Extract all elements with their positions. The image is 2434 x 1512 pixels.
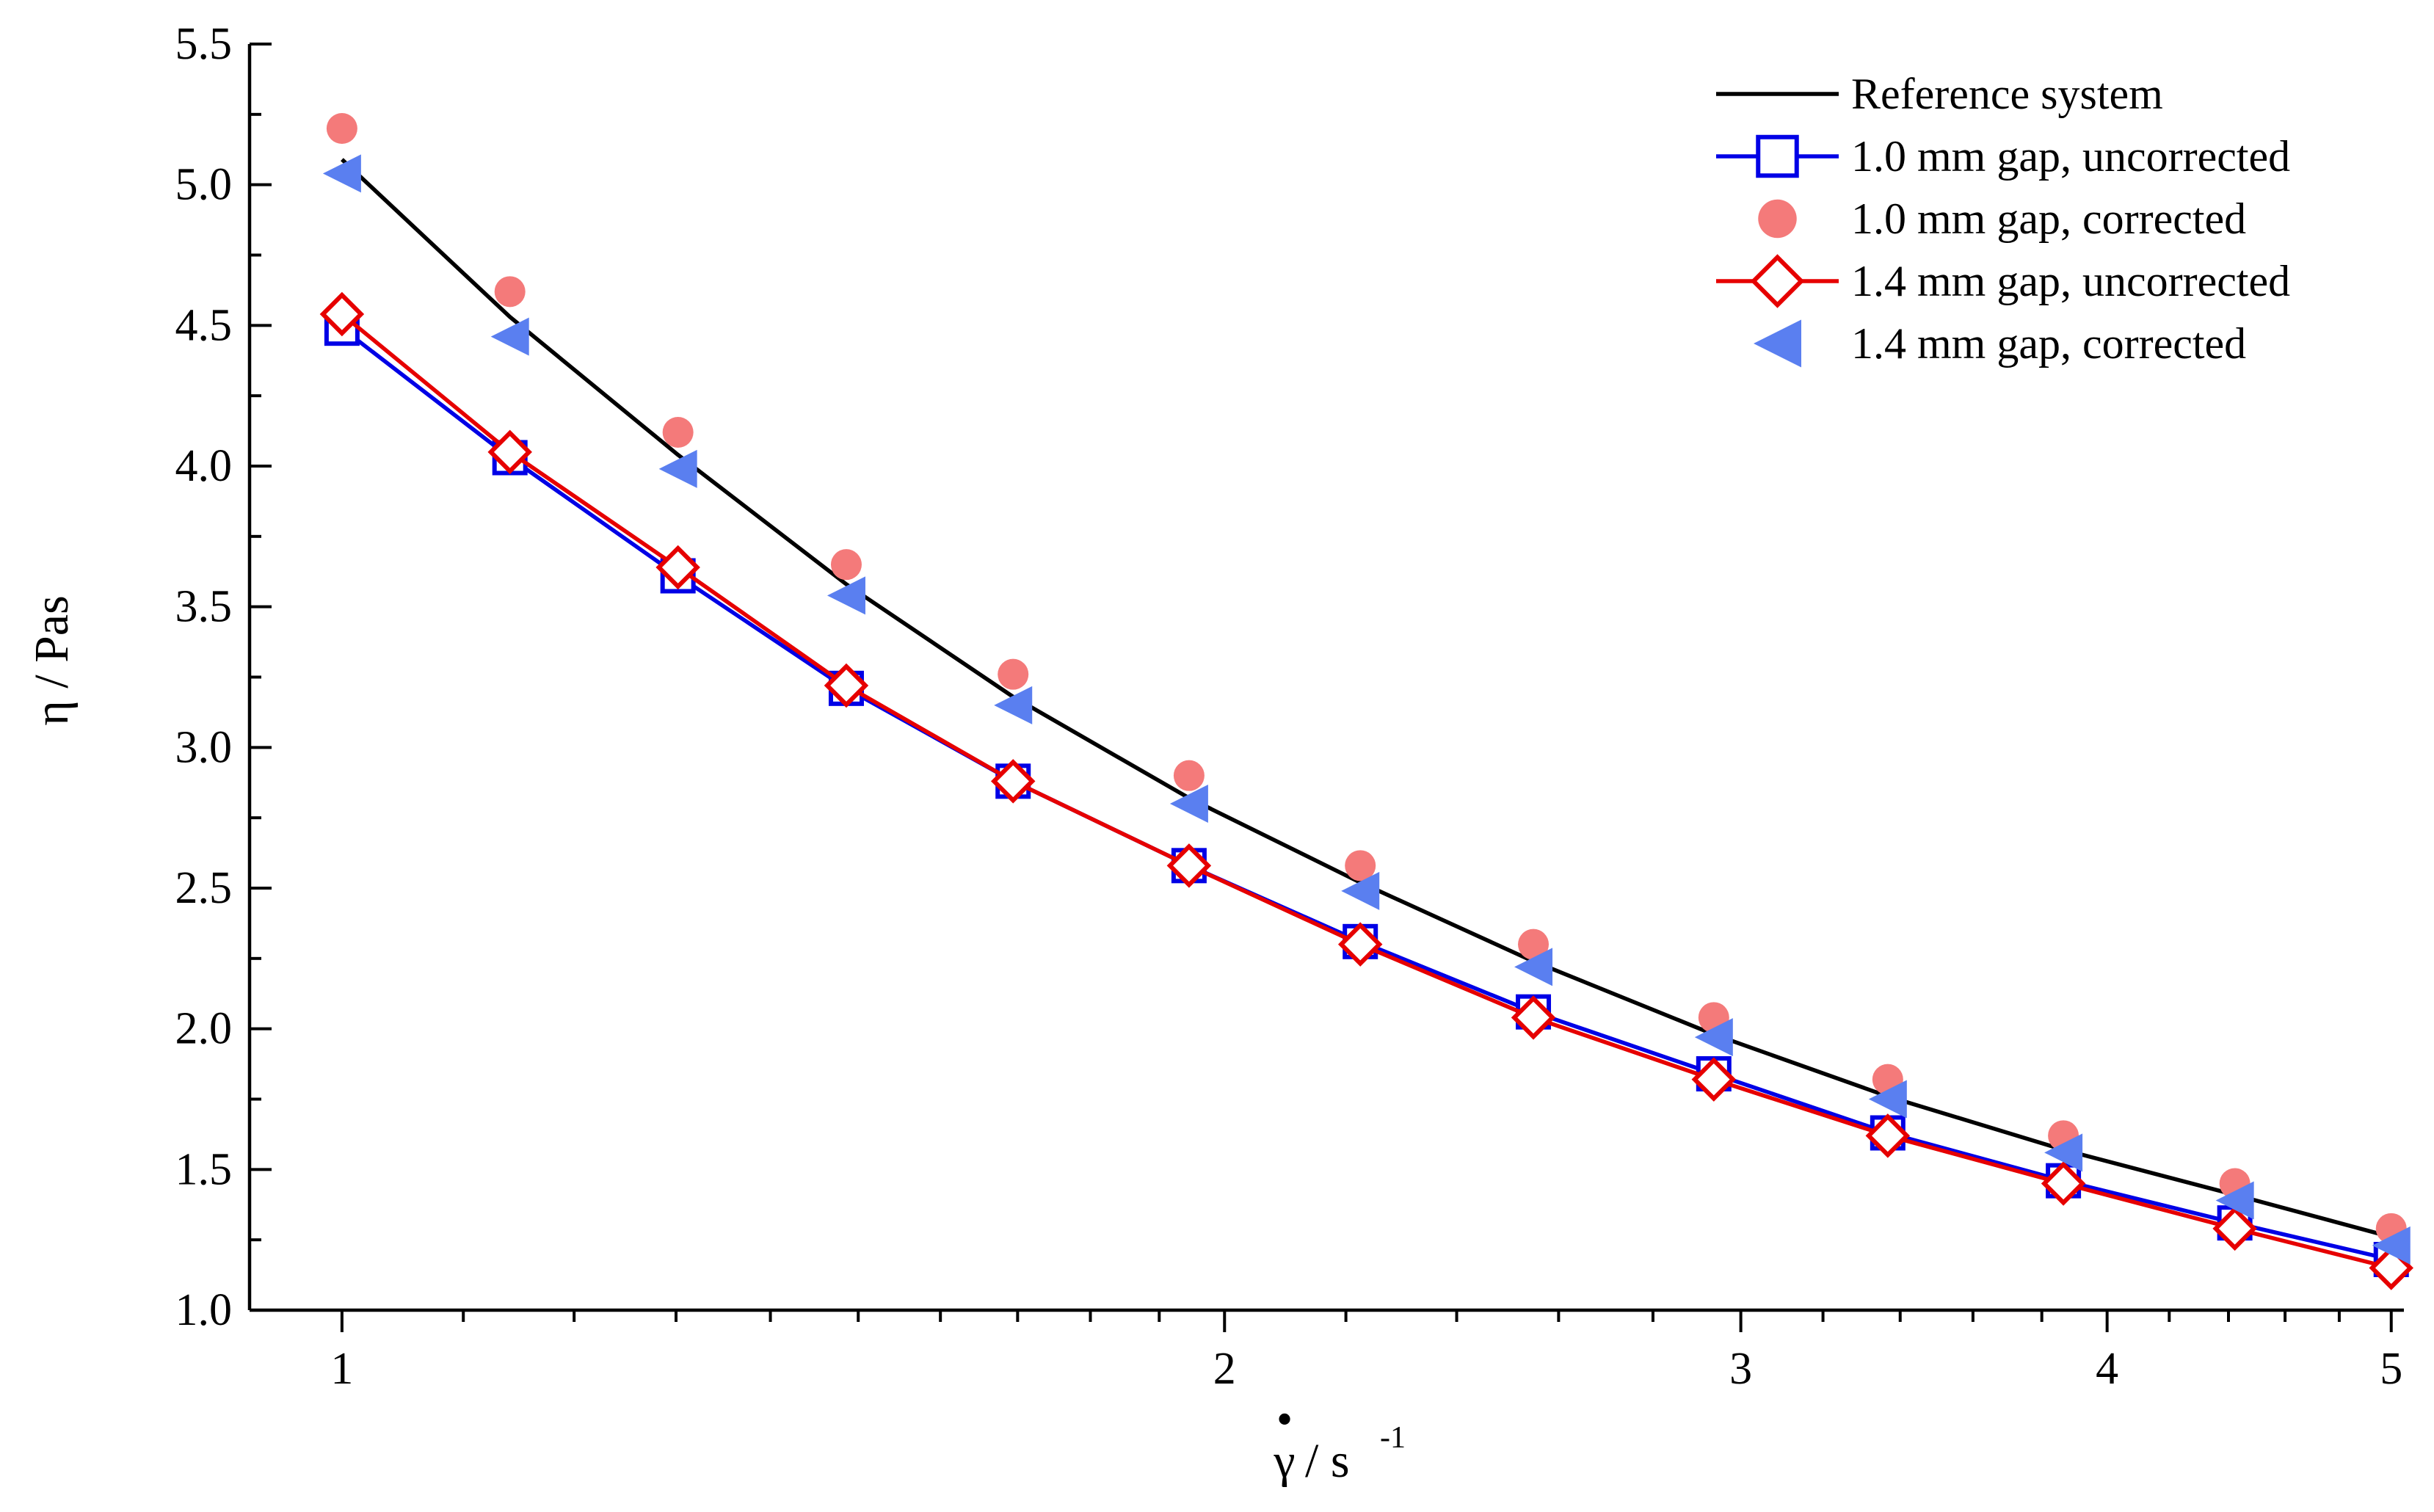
data-point <box>824 663 869 708</box>
data-point <box>827 576 865 615</box>
legend-marker <box>1750 254 1805 308</box>
axis-tick-labels: 1.0 1.5 2.0 2.5 3.0 3.5 4.0 4.5 5.0 5.5 1 2 3 4 5 <box>175 19 2403 1394</box>
plot-series <box>319 113 2413 1290</box>
data-point <box>1511 995 1556 1040</box>
y-tick-label: 1.5 <box>175 1144 233 1194</box>
legend-item: 1.0 mm gap, corrected <box>1758 195 2246 243</box>
data-point <box>2041 1161 2086 1206</box>
y-tick-label: 4.5 <box>175 300 233 350</box>
legend-label: 1.0 mm gap, uncorrected <box>1851 132 2290 181</box>
y-tick-label: 5.5 <box>175 19 233 69</box>
axis-ticks <box>250 43 2393 1332</box>
legend-item: 1.4 mm gap, uncorrected <box>1716 254 2290 308</box>
x-axis-title-exponent: -1 <box>1380 1421 1406 1455</box>
data-point <box>494 276 526 308</box>
data-point <box>2372 1226 2411 1265</box>
data-point <box>1514 948 1553 986</box>
x-tick-label: 4 <box>2096 1344 2118 1394</box>
legend-marker <box>1754 319 1801 368</box>
y-tick-label: 2.0 <box>175 1004 233 1054</box>
x-tick-label: 1 <box>330 1344 353 1394</box>
x-axis-title-unit: / s <box>1305 1434 1350 1488</box>
data-point <box>662 417 694 448</box>
data-point <box>1173 760 1205 791</box>
legend-item: 1.0 mm gap, uncorrected <box>1716 132 2290 181</box>
data-point <box>655 545 700 590</box>
data-point <box>319 291 365 337</box>
data-point <box>658 449 697 488</box>
y-tick-label: 3.5 <box>175 582 233 632</box>
y-tick-label: 5.0 <box>175 160 233 210</box>
legend-label: 1.0 mm gap, corrected <box>1851 195 2246 243</box>
x-axis-title-symbol: γ <box>1273 1434 1295 1488</box>
data-point <box>490 317 529 356</box>
x-axis-title-dot: • <box>1277 1397 1292 1442</box>
data-point <box>998 658 1029 690</box>
data-point <box>1345 850 1376 882</box>
x-tick-label: 2 <box>1213 1344 1236 1394</box>
data-point <box>2215 1181 2254 1220</box>
data-point <box>1518 928 1550 960</box>
data-point <box>1865 1113 1911 1158</box>
y-tick-label: 1.0 <box>175 1285 233 1335</box>
legend-item: Reference system <box>1716 70 2163 118</box>
data-point <box>1169 785 1208 823</box>
legend-label: Reference system <box>1851 70 2163 118</box>
legend-marker <box>1758 199 1797 239</box>
data-point <box>830 549 862 581</box>
data-point <box>2212 1206 2257 1251</box>
data-point <box>487 429 532 475</box>
legend-marker <box>1756 134 1799 178</box>
series-4 <box>322 154 2411 1265</box>
data-point <box>1166 843 1212 888</box>
legend-label: 1.4 mm gap, corrected <box>1851 319 2246 368</box>
data-point <box>1691 1057 1737 1102</box>
data-point <box>1868 1080 1907 1119</box>
data-point <box>1337 922 1383 967</box>
y-tick-label: 3.0 <box>175 722 233 772</box>
data-point <box>1341 871 1380 910</box>
data-point <box>2044 1133 2083 1172</box>
legend-item: 1.4 mm gap, corrected <box>1754 319 2246 368</box>
legend: Reference system 1.0 mm gap, uncorrected 1… <box>1716 70 2290 368</box>
data-point <box>990 759 1036 804</box>
data-point <box>994 686 1033 724</box>
x-tick-label: 3 <box>1729 1344 1752 1394</box>
data-point <box>326 113 357 144</box>
legend-label: 1.4 mm gap, uncorrected <box>1851 257 2290 305</box>
data-point <box>322 154 361 193</box>
series-3 <box>319 291 2413 1290</box>
x-tick-label: 5 <box>2380 1344 2402 1394</box>
x-axis-title: • γ / s -1 <box>1273 1397 1406 1488</box>
y-tick-label: 2.5 <box>175 863 233 913</box>
y-tick-label: 4.0 <box>175 441 233 491</box>
y-axis-title: η / Pas <box>25 595 79 726</box>
data-point <box>1694 1018 1733 1057</box>
